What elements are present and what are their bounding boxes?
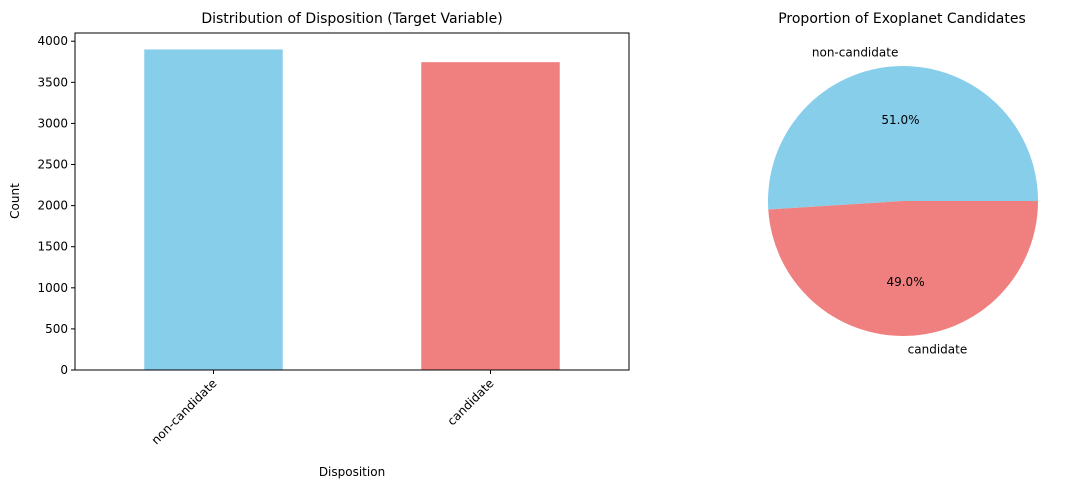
y-tick-label: 4000 (37, 34, 68, 48)
bar-chart-title: Distribution of Disposition (Target Vari… (201, 11, 502, 27)
y-axis-label: Count (8, 183, 22, 219)
x-tick-label: candidate (445, 376, 497, 428)
pie-chart-panel: Proportion of Exoplanet Candidates 51.0%… (767, 11, 1038, 357)
pie-chart-labels: 51.0% non-candidate 49.0% candidate (812, 46, 967, 357)
y-tick-label: 3000 (37, 116, 68, 130)
bar-chart-panel: Distribution of Disposition (Target Vari… (8, 11, 630, 479)
x-tick-label: non-candidate (149, 376, 220, 447)
y-tick-label: 1500 (37, 240, 68, 254)
pie-category-label: candidate (908, 342, 968, 356)
bar-chart-x-ticks: non-candidate candidate (149, 370, 497, 447)
bar-chart-y-ticks: 0 500 1000 1500 2000 2500 3000 3500 4000 (37, 34, 75, 377)
bar-chart-bars (144, 49, 560, 371)
pie-percent-label: 49.0% (886, 275, 924, 289)
y-tick-label: 2000 (37, 199, 68, 213)
bar-candidate (421, 62, 560, 371)
pie-slice-non-candidate (767, 65, 1038, 210)
y-tick-label: 1000 (37, 281, 68, 295)
y-tick-label: 3500 (37, 75, 68, 89)
y-tick-label: 0 (60, 363, 68, 377)
bar-non-candidate (144, 49, 283, 370)
bar-chart-axes-frame (74, 32, 630, 371)
pie-chart-slices (767, 65, 1038, 336)
y-tick-label: 2500 (37, 158, 68, 172)
pie-slice-candidate (768, 201, 1038, 336)
y-tick-label: 500 (45, 322, 68, 336)
pie-percent-label: 51.0% (881, 113, 919, 127)
pie-category-label: non-candidate (812, 46, 898, 60)
pie-chart-title: Proportion of Exoplanet Candidates (778, 11, 1026, 27)
x-axis-label: Disposition (319, 465, 385, 479)
